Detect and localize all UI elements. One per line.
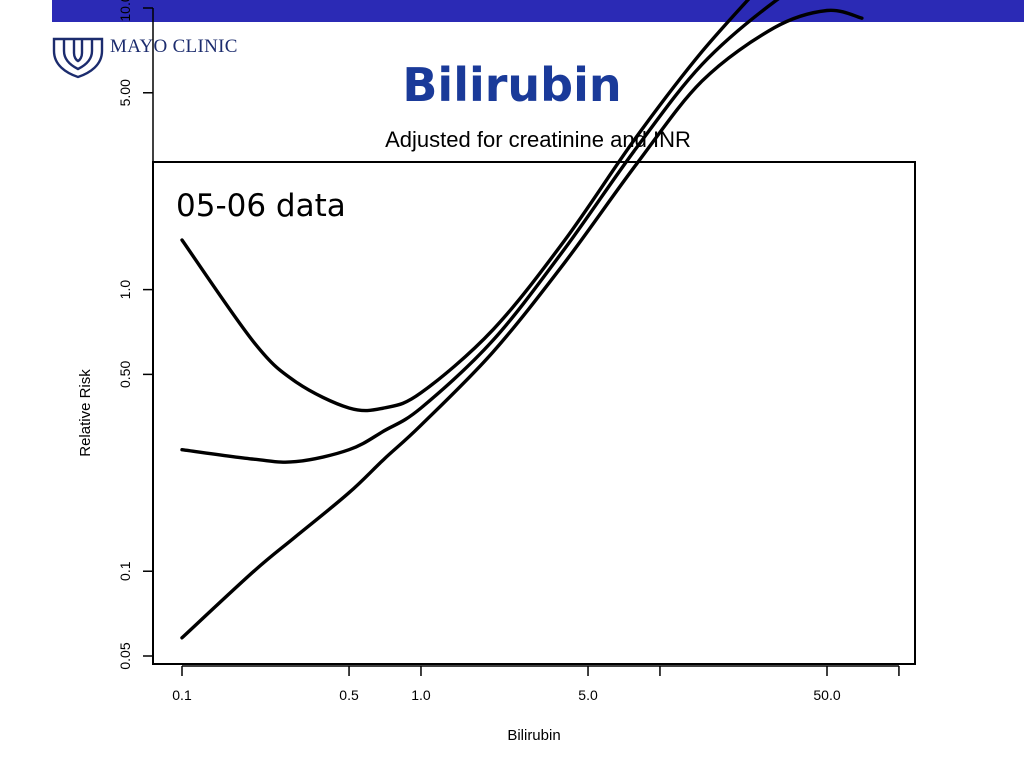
x-tick-label: 5.0 — [578, 687, 598, 703]
y-tick-label: 0.05 — [117, 642, 133, 669]
y-tick-label: 5.00 — [117, 79, 133, 106]
y-axis: 0.05 0.1 0.50 1.0 5.00 10.0 — [117, 0, 154, 670]
plot-frame — [152, 161, 916, 665]
x-axis-label: Bilirubin — [507, 727, 560, 744]
chart-title: Adjusted for creatinine and INR — [385, 127, 691, 152]
mayo-clinic-shield-icon — [52, 37, 104, 79]
x-tick-label: 1.0 — [411, 687, 431, 703]
estimate-curve — [180, 0, 780, 464]
upper-confidence-curve — [180, 0, 751, 413]
page-title: Bilirubin — [402, 58, 622, 112]
y-tick-label: 0.1 — [117, 561, 133, 581]
x-tick-label: 0.1 — [172, 687, 192, 703]
y-tick-label: 1.0 — [117, 280, 133, 300]
x-tick-label: 0.5 — [339, 687, 359, 703]
logo-wordmark: MAYO CLINIC — [110, 36, 238, 57]
lower-confidence-curve — [180, 8, 864, 640]
x-tick-label: 50.0 — [813, 687, 840, 703]
y-tick-label: 10.0 — [117, 0, 133, 22]
top-accent-bar — [52, 0, 1024, 22]
y-axis-label: Relative Risk — [77, 369, 94, 457]
series-layer — [180, 0, 864, 640]
y-tick-label: 0.50 — [117, 361, 133, 388]
x-axis: 0.1 0.5 1.0 5.0 50.0 — [172, 665, 900, 703]
data-annotation: 05-06 data — [176, 188, 346, 224]
